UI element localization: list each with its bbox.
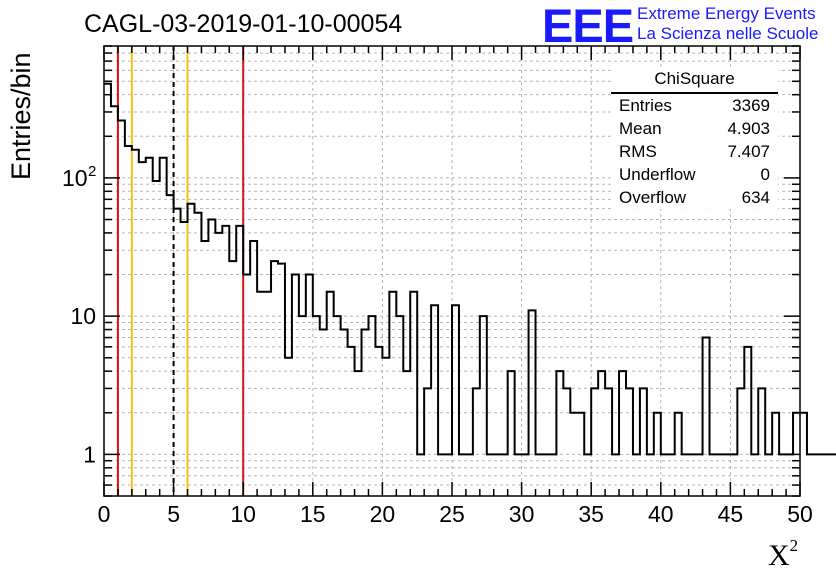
logo-line-2: La Scienza nelle Scuole: [637, 24, 819, 43]
x-axis-label-base: X: [768, 539, 790, 572]
x-tick-label: 40: [648, 501, 674, 527]
stats-row: Overflow 634: [611, 186, 778, 209]
logo-line-1: Extreme Energy Events: [637, 4, 816, 23]
logo-caption: Extreme Energy Events La Scienza nelle S…: [637, 4, 818, 44]
stats-value: 3369: [732, 96, 770, 115]
stats-box: ChiSquare Entries 3369 Mean 4.903 RMS 7.407 Un…: [611, 68, 778, 209]
histogram-line: [104, 82, 836, 456]
stats-label: Overflow: [619, 188, 687, 207]
stats-title: ChiSquare: [611, 68, 778, 94]
stats-value: 4.903: [727, 119, 770, 138]
x-tick-label: 20: [370, 501, 396, 527]
axis-ticks: [103, 45, 801, 497]
x-tick-label: 10: [230, 501, 256, 527]
x-tick-label: 15: [300, 501, 326, 527]
y-axis-label: Entries/bin: [6, 52, 36, 180]
stats-value: 7.407: [727, 142, 770, 161]
stats-value: 0: [760, 165, 770, 184]
x-axis-label-sup: 2: [789, 536, 799, 555]
stats-label: Entries: [619, 96, 672, 115]
x-axis-label: X2: [768, 536, 798, 573]
stats-row: Mean 4.903: [611, 117, 778, 140]
stats-row: Underflow 0: [611, 163, 778, 186]
x-tick-label: 5: [167, 501, 180, 527]
stats-row: Entries 3369: [611, 94, 778, 117]
stats-label: Underflow: [619, 165, 696, 184]
stats-value: 634: [741, 188, 770, 207]
stats-row: RMS 7.407: [611, 140, 778, 163]
x-tick-label: 35: [578, 501, 604, 527]
eee-logo: EEE: [542, 0, 634, 52]
stats-label: Mean: [619, 119, 662, 138]
x-tick-label: 0: [98, 501, 111, 527]
stats-label: RMS: [619, 142, 657, 161]
x-tick-label: 25: [439, 501, 465, 527]
reference-lines: [116, 46, 245, 496]
y-tick-label: 10: [70, 303, 96, 329]
y-tick-label: 10: [62, 165, 88, 191]
y-tick-label: 1: [83, 441, 96, 467]
x-tick-label: 50: [787, 501, 813, 527]
x-tick-label: 45: [718, 501, 744, 527]
x-tick-label: 30: [509, 501, 535, 527]
chart-title: CAGL-03-2019-01-10-00054: [84, 10, 403, 38]
y-tick-label-sup: 2: [88, 163, 96, 180]
